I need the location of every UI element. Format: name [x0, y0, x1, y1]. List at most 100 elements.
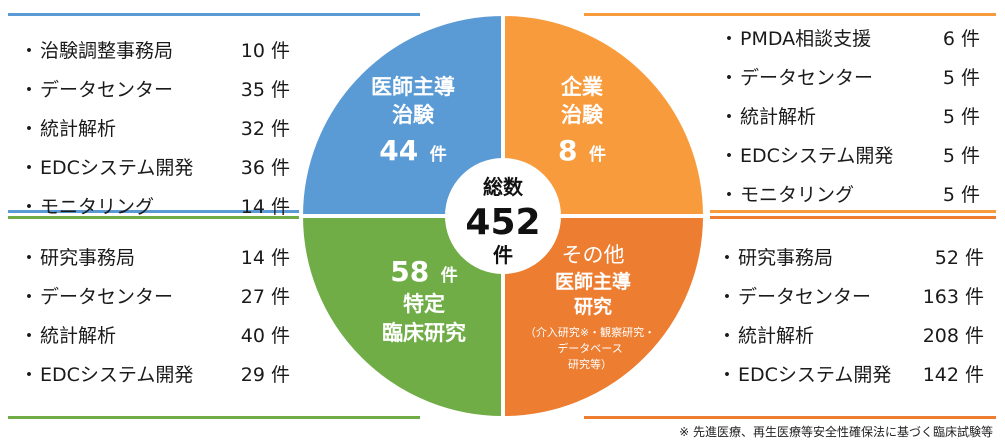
quadrant-other-research [501, 214, 708, 421]
list-item: ・研究事務局 14 件 [18, 237, 290, 276]
service-count: 5 件 [942, 106, 980, 128]
list-item: ・ EDCシステム開発 5 件 [718, 135, 980, 174]
br-pre: その他 [562, 243, 625, 267]
bullet: ・ [19, 364, 39, 386]
bullet: ・ [19, 79, 39, 101]
rule-top-left [8, 13, 420, 16]
footnote: ※ 先進医療、再生医療等安全性確保法に基づく臨床試験等 [679, 425, 993, 439]
bullet: ・ [719, 184, 739, 206]
service-count: 6 件 [942, 28, 980, 50]
tr-count: 8 件 [558, 134, 606, 167]
list-item: ・モニタリング 5 件 [718, 174, 980, 213]
bullet: ・ [19, 247, 39, 269]
service-count: 10 件 [240, 40, 290, 62]
bullet: ・ [717, 364, 737, 386]
rule-bottom-right [584, 416, 996, 419]
tr-title-line1: 企業 [560, 75, 604, 99]
bullet: ・ [19, 157, 39, 179]
bl-count-value: 58 [390, 255, 429, 288]
service-count: 40 件 [240, 325, 290, 347]
service-count: 29 件 [240, 364, 290, 386]
service-label: EDCシステム開発 [40, 364, 194, 386]
rule-mid-right-lower [710, 216, 996, 219]
rule-top-right [584, 13, 996, 16]
service-label: モニタリング [740, 184, 855, 206]
service-label: PMDA相談支援 [740, 28, 872, 50]
br-note-line3: 研究等） [568, 357, 612, 371]
service-label: データセンター [40, 286, 174, 308]
service-label: 統計解析 [740, 106, 817, 128]
service-label: データセンター [40, 79, 174, 101]
service-label: 統計解析 [40, 118, 117, 140]
bullet: ・ [19, 286, 39, 308]
list-item: ・統計解析 5 件 [718, 96, 980, 135]
bullet: ・ [19, 196, 39, 218]
service-label: EDCシステム開発 [738, 364, 892, 386]
rule-mid-left [8, 210, 300, 213]
center-unit: 件 [493, 243, 513, 267]
bullet: ・ [717, 247, 737, 269]
center-title: 総数 [483, 175, 524, 199]
service-label: EDCシステム開発 [740, 145, 894, 167]
service-count: 27 件 [240, 286, 290, 308]
list-item: ・データセンター 163 件 [716, 276, 984, 315]
list-item: ・ EDCシステム開発 29 件 [18, 354, 290, 393]
bl-count: 58 件 [390, 255, 458, 288]
bullet: ・ [19, 118, 39, 140]
list-item: ・統計解析 208 件 [716, 315, 984, 354]
bullet: ・ [719, 106, 739, 128]
list-item: ・データセンター 27 件 [18, 276, 290, 315]
quadrant-corporate-trial [501, 11, 708, 218]
center-circle [445, 158, 561, 274]
br-note-line2: データベース [557, 341, 622, 355]
tl-count-value: 44 [379, 134, 418, 167]
center-total: 452 [465, 202, 540, 243]
service-count: 14 件 [240, 247, 290, 269]
list-specified-research-services: ・研究事務局 14 件・データセンター 27 件・統計解析 40 件・ EDCシステム開… [18, 237, 290, 393]
rule-mid-right [710, 210, 996, 213]
rule-mid-left-lower [8, 216, 300, 219]
bullet: ・ [717, 286, 737, 308]
service-count: 14 件 [240, 196, 290, 218]
service-count: 5 件 [942, 67, 980, 89]
service-count: 5 件 [942, 184, 980, 206]
list-item: ・統計解析 32 件 [18, 108, 290, 147]
list-item: ・データセンター 5 件 [718, 57, 980, 96]
service-count: 36 件 [240, 157, 290, 179]
service-label: 統計解析 [40, 325, 117, 347]
bullet: ・ [19, 40, 39, 62]
service-label: 統計解析 [738, 325, 815, 347]
service-count: 208 件 [922, 325, 984, 347]
bl-title-line1: 特定 [403, 292, 445, 316]
tr-count-value: 8 [558, 134, 577, 167]
service-count: 52 件 [934, 247, 984, 269]
rule-bottom-left [8, 416, 420, 419]
service-label: 研究事務局 [738, 247, 834, 269]
list-item: ・ EDCシステム開発 36 件 [18, 147, 290, 186]
service-label: 研究事務局 [40, 247, 136, 269]
service-label: データセンター [740, 67, 874, 89]
list-investigator-trial-services: ・治験調整事務局 10 件・データセンター 35 件・統計解析 32 件・ EDCシステ… [18, 30, 290, 225]
bl-count-unit: 件 [441, 265, 458, 286]
quadrant-specified-clinical-research [298, 214, 505, 421]
tl-count: 44 件 [379, 134, 447, 167]
service-count: 142 件 [922, 364, 984, 386]
bullet: ・ [19, 325, 39, 347]
bullet: ・ [719, 145, 739, 167]
list-item: ・統計解析 40 件 [18, 315, 290, 354]
bullet: ・ [719, 28, 739, 50]
service-count: 32 件 [240, 118, 290, 140]
tl-count-unit: 件 [430, 144, 447, 165]
service-count: 163 件 [922, 286, 984, 308]
tr-count-unit: 件 [589, 144, 606, 165]
service-count: 35 件 [240, 79, 290, 101]
list-item: ・ EDCシステム開発 142 件 [716, 354, 984, 393]
list-item: ・モニタリング 14 件 [18, 186, 290, 225]
br-title-line2: 研究 [574, 295, 612, 318]
tl-title-line1: 医師主導 [371, 75, 455, 99]
bullet: ・ [719, 67, 739, 89]
service-count: 5 件 [942, 145, 980, 167]
tr-title-line2: 治験 [561, 103, 604, 127]
bullet: ・ [717, 325, 737, 347]
